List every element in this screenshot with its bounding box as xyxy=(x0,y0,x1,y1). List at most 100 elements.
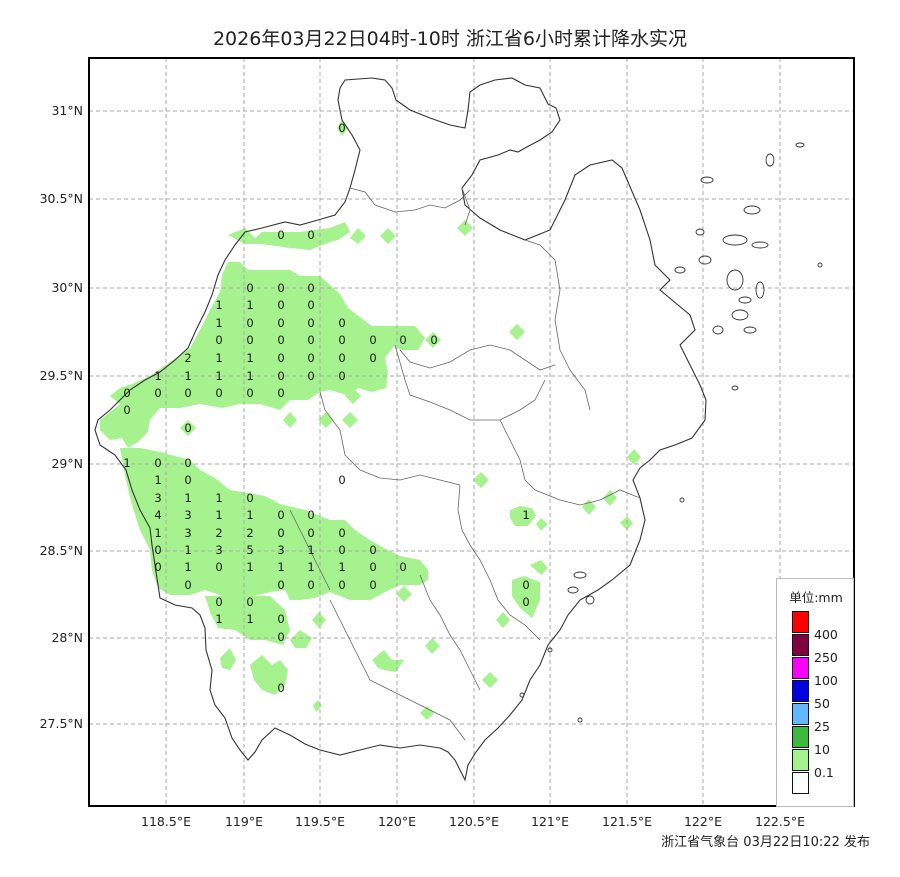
station-value: 1 xyxy=(522,508,529,522)
station-value: 1 xyxy=(277,560,284,574)
station-value: 0 xyxy=(338,578,345,592)
station-value: 0 xyxy=(522,578,529,592)
station-value: 1 xyxy=(184,560,191,574)
station-value: 0 xyxy=(184,421,191,435)
station-value: 0 xyxy=(277,228,284,242)
svg-text:120.5°E: 120.5°E xyxy=(449,814,499,829)
station-value: 0 xyxy=(277,333,284,347)
station-value: 1 xyxy=(307,543,314,557)
station-value: 0 xyxy=(184,473,191,487)
svg-text:29°N: 29°N xyxy=(51,456,83,471)
station-value: 0 xyxy=(277,526,284,540)
station-value: 1 xyxy=(246,612,253,626)
station-value: 0 xyxy=(277,369,284,383)
svg-text:118.5°E: 118.5°E xyxy=(141,814,191,829)
station-value: 4 xyxy=(154,508,161,522)
station-value: 0 xyxy=(307,526,314,540)
legend-swatch-100-250 xyxy=(792,657,809,679)
svg-text:119°E: 119°E xyxy=(225,814,263,829)
station-value: 0 xyxy=(277,630,284,644)
station-value: 0 xyxy=(184,456,191,470)
station-value: 0 xyxy=(369,543,376,557)
station-value: 0 xyxy=(307,316,314,330)
station-value: 1 xyxy=(215,298,222,312)
svg-text:122°E: 122°E xyxy=(684,814,722,829)
station-value: 2 xyxy=(215,526,222,540)
station-value: 0 xyxy=(338,333,345,347)
legend-swatch-250-400 xyxy=(792,634,809,656)
svg-text:122.5°E: 122.5°E xyxy=(755,814,805,829)
svg-text:121°E: 121°E xyxy=(531,814,569,829)
province-boundary xyxy=(94,77,707,782)
station-value: 0 xyxy=(246,386,253,400)
station-value: 0 xyxy=(399,333,406,347)
station-value: 1 xyxy=(246,508,253,522)
legend-label: 25 xyxy=(814,719,830,734)
y-axis-labels: 31°N 30.5°N 30°N 29.5°N 29°N 28.5°N 28°N… xyxy=(40,103,83,731)
color-legend: 单位:mm 400 250 100 50 25 10 0.1 xyxy=(776,578,854,807)
station-value: 1 xyxy=(215,369,222,383)
svg-text:29.5°N: 29.5°N xyxy=(40,368,83,383)
svg-text:30.5°N: 30.5°N xyxy=(40,191,83,206)
station-value: 3 xyxy=(277,543,284,557)
station-value: 0 xyxy=(430,333,437,347)
station-value: 3 xyxy=(184,508,191,522)
station-value: 0 xyxy=(338,473,345,487)
station-value: 0 xyxy=(154,560,161,574)
station-value: 1 xyxy=(338,560,345,574)
station-value: 0 xyxy=(246,333,253,347)
station-value: 0 xyxy=(246,595,253,609)
legend-swatch-400plus xyxy=(792,611,809,633)
station-value: 1 xyxy=(154,526,161,540)
station-value: 1 xyxy=(215,351,222,365)
legend-unit: 单位:mm xyxy=(789,590,843,605)
station-value: 2 xyxy=(184,351,191,365)
svg-text:119.5°E: 119.5°E xyxy=(295,814,345,829)
station-value: 0 xyxy=(307,281,314,295)
station-value: 3 xyxy=(215,543,222,557)
svg-text:30°N: 30°N xyxy=(51,280,83,295)
legend-swatch-25-50 xyxy=(792,703,809,725)
station-value: 0 xyxy=(277,298,284,312)
station-value: 1 xyxy=(215,612,222,626)
station-value: 3 xyxy=(184,526,191,540)
station-value: 0 xyxy=(522,595,529,609)
legend-label: 50 xyxy=(814,696,830,711)
x-axis-labels: 118.5°E 119°E 119.5°E 120°E 120.5°E 121°… xyxy=(141,814,805,829)
station-value: 1 xyxy=(184,369,191,383)
rain-shading-layer xyxy=(100,120,641,720)
legend-label: 100 xyxy=(814,673,838,688)
station-value: 1 xyxy=(215,508,222,522)
station-value: 0 xyxy=(277,281,284,295)
station-value: 0 xyxy=(307,351,314,365)
station-value: 0 xyxy=(277,612,284,626)
station-value: 0 xyxy=(307,578,314,592)
station-value: 1 xyxy=(215,316,222,330)
station-value: 0 xyxy=(277,681,284,695)
station-value: 1 xyxy=(246,298,253,312)
station-value-labels: 0 0 0 0 0 0 1 1 0 0 1 0 0 0 0 0 0 0 0 0 0 0 0 2 1 1 0 0 0 0 1 1 1 1 0 0 0 0 0 0… xyxy=(123,121,529,695)
station-value: 0 xyxy=(399,560,406,574)
station-value: 0 xyxy=(123,386,130,400)
lat-lon-grid xyxy=(89,58,854,806)
station-value: 0 xyxy=(215,333,222,347)
city-boundaries xyxy=(289,187,641,741)
station-value: 1 xyxy=(307,560,314,574)
station-value: 0 xyxy=(154,386,161,400)
legend-swatch-10-25 xyxy=(792,726,809,748)
station-value: 1 xyxy=(246,369,253,383)
station-value: 1 xyxy=(184,491,191,505)
issuer-footer: 浙江省气象台 03月22日10:22 发布 xyxy=(661,835,870,850)
station-value: 0 xyxy=(277,508,284,522)
station-value: 0 xyxy=(338,369,345,383)
station-value: 0 xyxy=(215,595,222,609)
station-value: 0 xyxy=(277,316,284,330)
station-value: 1 xyxy=(246,351,253,365)
station-value: 0 xyxy=(215,386,222,400)
station-value: 1 xyxy=(154,369,161,383)
station-value: 0 xyxy=(338,351,345,365)
station-value: 0 xyxy=(277,386,284,400)
station-value: 0 xyxy=(307,298,314,312)
map-frame xyxy=(88,57,855,807)
